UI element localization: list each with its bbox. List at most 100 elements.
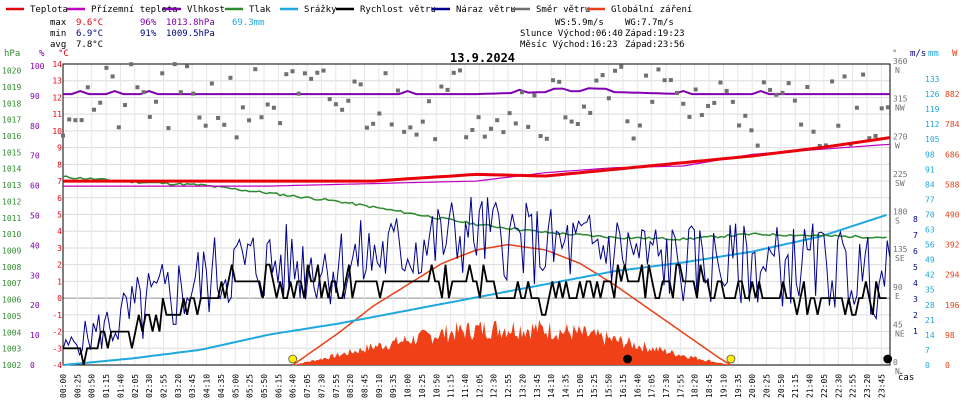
time-tick-label: 00:25: [73, 374, 82, 398]
legend-item: Globální záření: [611, 5, 692, 15]
legend-item: Přízemní teplota: [91, 5, 178, 15]
wind-dir-point: [513, 121, 518, 126]
temp-tick-label: 11: [52, 110, 62, 119]
w-tick-label: 686: [945, 150, 960, 159]
sun-marker: [726, 354, 736, 364]
legend-item: Tlak: [249, 5, 271, 15]
mm-tick-label: 35: [925, 286, 935, 295]
time-tick-label: 10:50: [432, 374, 441, 398]
w-tick-label: 392: [945, 241, 960, 250]
w-tick-label: 490: [945, 211, 960, 220]
wind-dir-point: [569, 119, 574, 124]
wind-dir-point: [178, 90, 183, 95]
wind-dir-point: [302, 71, 307, 76]
wind-dir-point: [364, 125, 369, 130]
wind-dir-point: [85, 85, 90, 90]
time-tick-label: 00:50: [88, 374, 97, 398]
time-tick-label: 21:40: [806, 374, 815, 398]
time-tick-label: 02:30: [145, 374, 154, 398]
hpa-tick-label: 1003: [2, 345, 21, 354]
wind-dir-point: [110, 74, 115, 79]
time-tick-label: 04:35: [217, 374, 226, 398]
wind-dir-point: [706, 103, 711, 108]
hpa-tick-label: 1017: [2, 116, 21, 125]
w-tick-label: 98: [945, 331, 955, 340]
wind-dir-point: [842, 74, 847, 79]
time-tick-label: 21:15: [791, 374, 800, 398]
wind-dir-point: [129, 62, 134, 67]
temp-tick-label: 13: [52, 77, 62, 86]
ms-tick-label: 1: [913, 327, 918, 336]
mm-tick-label: 28: [925, 301, 935, 310]
wind-dir-point: [644, 73, 649, 78]
wind-dir-point: [755, 143, 760, 148]
wind-dir-point: [160, 71, 165, 76]
pct-tick-label: 80: [30, 122, 40, 131]
hpa-tick-label: 1013: [2, 181, 21, 190]
axes: 00:00 00:25 00:50 01:15 01:40 02:05 02:30 02:55…: [2, 57, 960, 398]
wind-dir-point: [408, 125, 413, 130]
wind-dir-point: [340, 107, 345, 112]
wind-dir-point: [333, 102, 338, 107]
dir-name-label: W: [895, 141, 900, 150]
series-ground-temp: [63, 143, 891, 187]
mm-tick-label: 112: [925, 120, 940, 129]
axis-title-time: čas: [898, 372, 914, 383]
time-tick-label: 08:45: [361, 374, 370, 398]
time-tick-label: 16:15: [619, 374, 628, 398]
wind-dir-point: [625, 119, 630, 124]
time-tick-label: 01:15: [102, 374, 111, 398]
temp-tick-label: -4: [52, 361, 62, 370]
dir-tick-label: 360: [893, 57, 908, 66]
wind-dir-point: [631, 136, 636, 141]
hpa-tick-label: 1011: [2, 214, 21, 223]
time-tick-label: 03:20: [174, 374, 183, 398]
wind-dir-point: [774, 92, 779, 97]
wind-dir-point: [402, 129, 407, 134]
legend-item: Směr větru: [536, 5, 590, 15]
stat-sun: Slunce Východ:06:40: [520, 29, 623, 39]
wind-dir-point: [247, 118, 252, 123]
temp-tick-label: 9: [57, 144, 62, 153]
legend-item: Teplota: [30, 5, 68, 15]
wind-dir-point: [730, 99, 735, 104]
wind-dir-point: [61, 133, 65, 138]
wind-dir-point: [141, 90, 146, 95]
dir-name-label: NW: [895, 104, 905, 113]
temp-tick-label: 2: [57, 261, 62, 270]
sun-marker: [288, 354, 298, 364]
time-tick-label: 20:00: [748, 374, 757, 398]
wind-dir-point: [73, 118, 78, 123]
wind-dir-point: [780, 90, 785, 95]
wind-dir-point: [104, 65, 109, 70]
dir-tick-label: 45: [893, 320, 903, 329]
wind-dir-point: [92, 107, 97, 112]
wind-dir-point: [538, 134, 543, 139]
time-tick-label: 12:05: [475, 374, 484, 398]
wind-dir-point: [147, 114, 152, 119]
ms-tick-label: 6: [913, 247, 918, 256]
mm-tick-label: 7: [925, 346, 930, 355]
dir-tick-label: 180: [893, 208, 908, 217]
temp-tick-label: 12: [52, 93, 62, 102]
time-tick-label: 08:20: [346, 374, 355, 398]
ms-tick-label: 4: [913, 279, 918, 288]
series-pressure: [62, 175, 887, 241]
stat-max-label: max: [50, 18, 67, 28]
mm-tick-label: 98: [925, 150, 935, 159]
w-tick-label: 0: [945, 361, 950, 370]
wind-dir-point: [352, 79, 357, 84]
time-tick-label: 19:35: [734, 374, 743, 398]
hpa-tick-label: 1008: [2, 263, 21, 272]
mm-tick-label: 63: [925, 226, 935, 235]
time-tick-label: 02:55: [160, 374, 169, 398]
wind-dir-point: [507, 111, 512, 116]
moon-marker: [883, 354, 893, 364]
axis-title-dir: °: [892, 49, 897, 59]
wind-dir-point: [501, 130, 506, 135]
wind-dir-point: [544, 136, 549, 141]
hpa-tick-label: 1004: [2, 328, 21, 337]
time-tick-label: 15:00: [576, 374, 585, 398]
legend-item: Srážky: [304, 5, 337, 15]
wind-dir-point: [743, 113, 748, 118]
